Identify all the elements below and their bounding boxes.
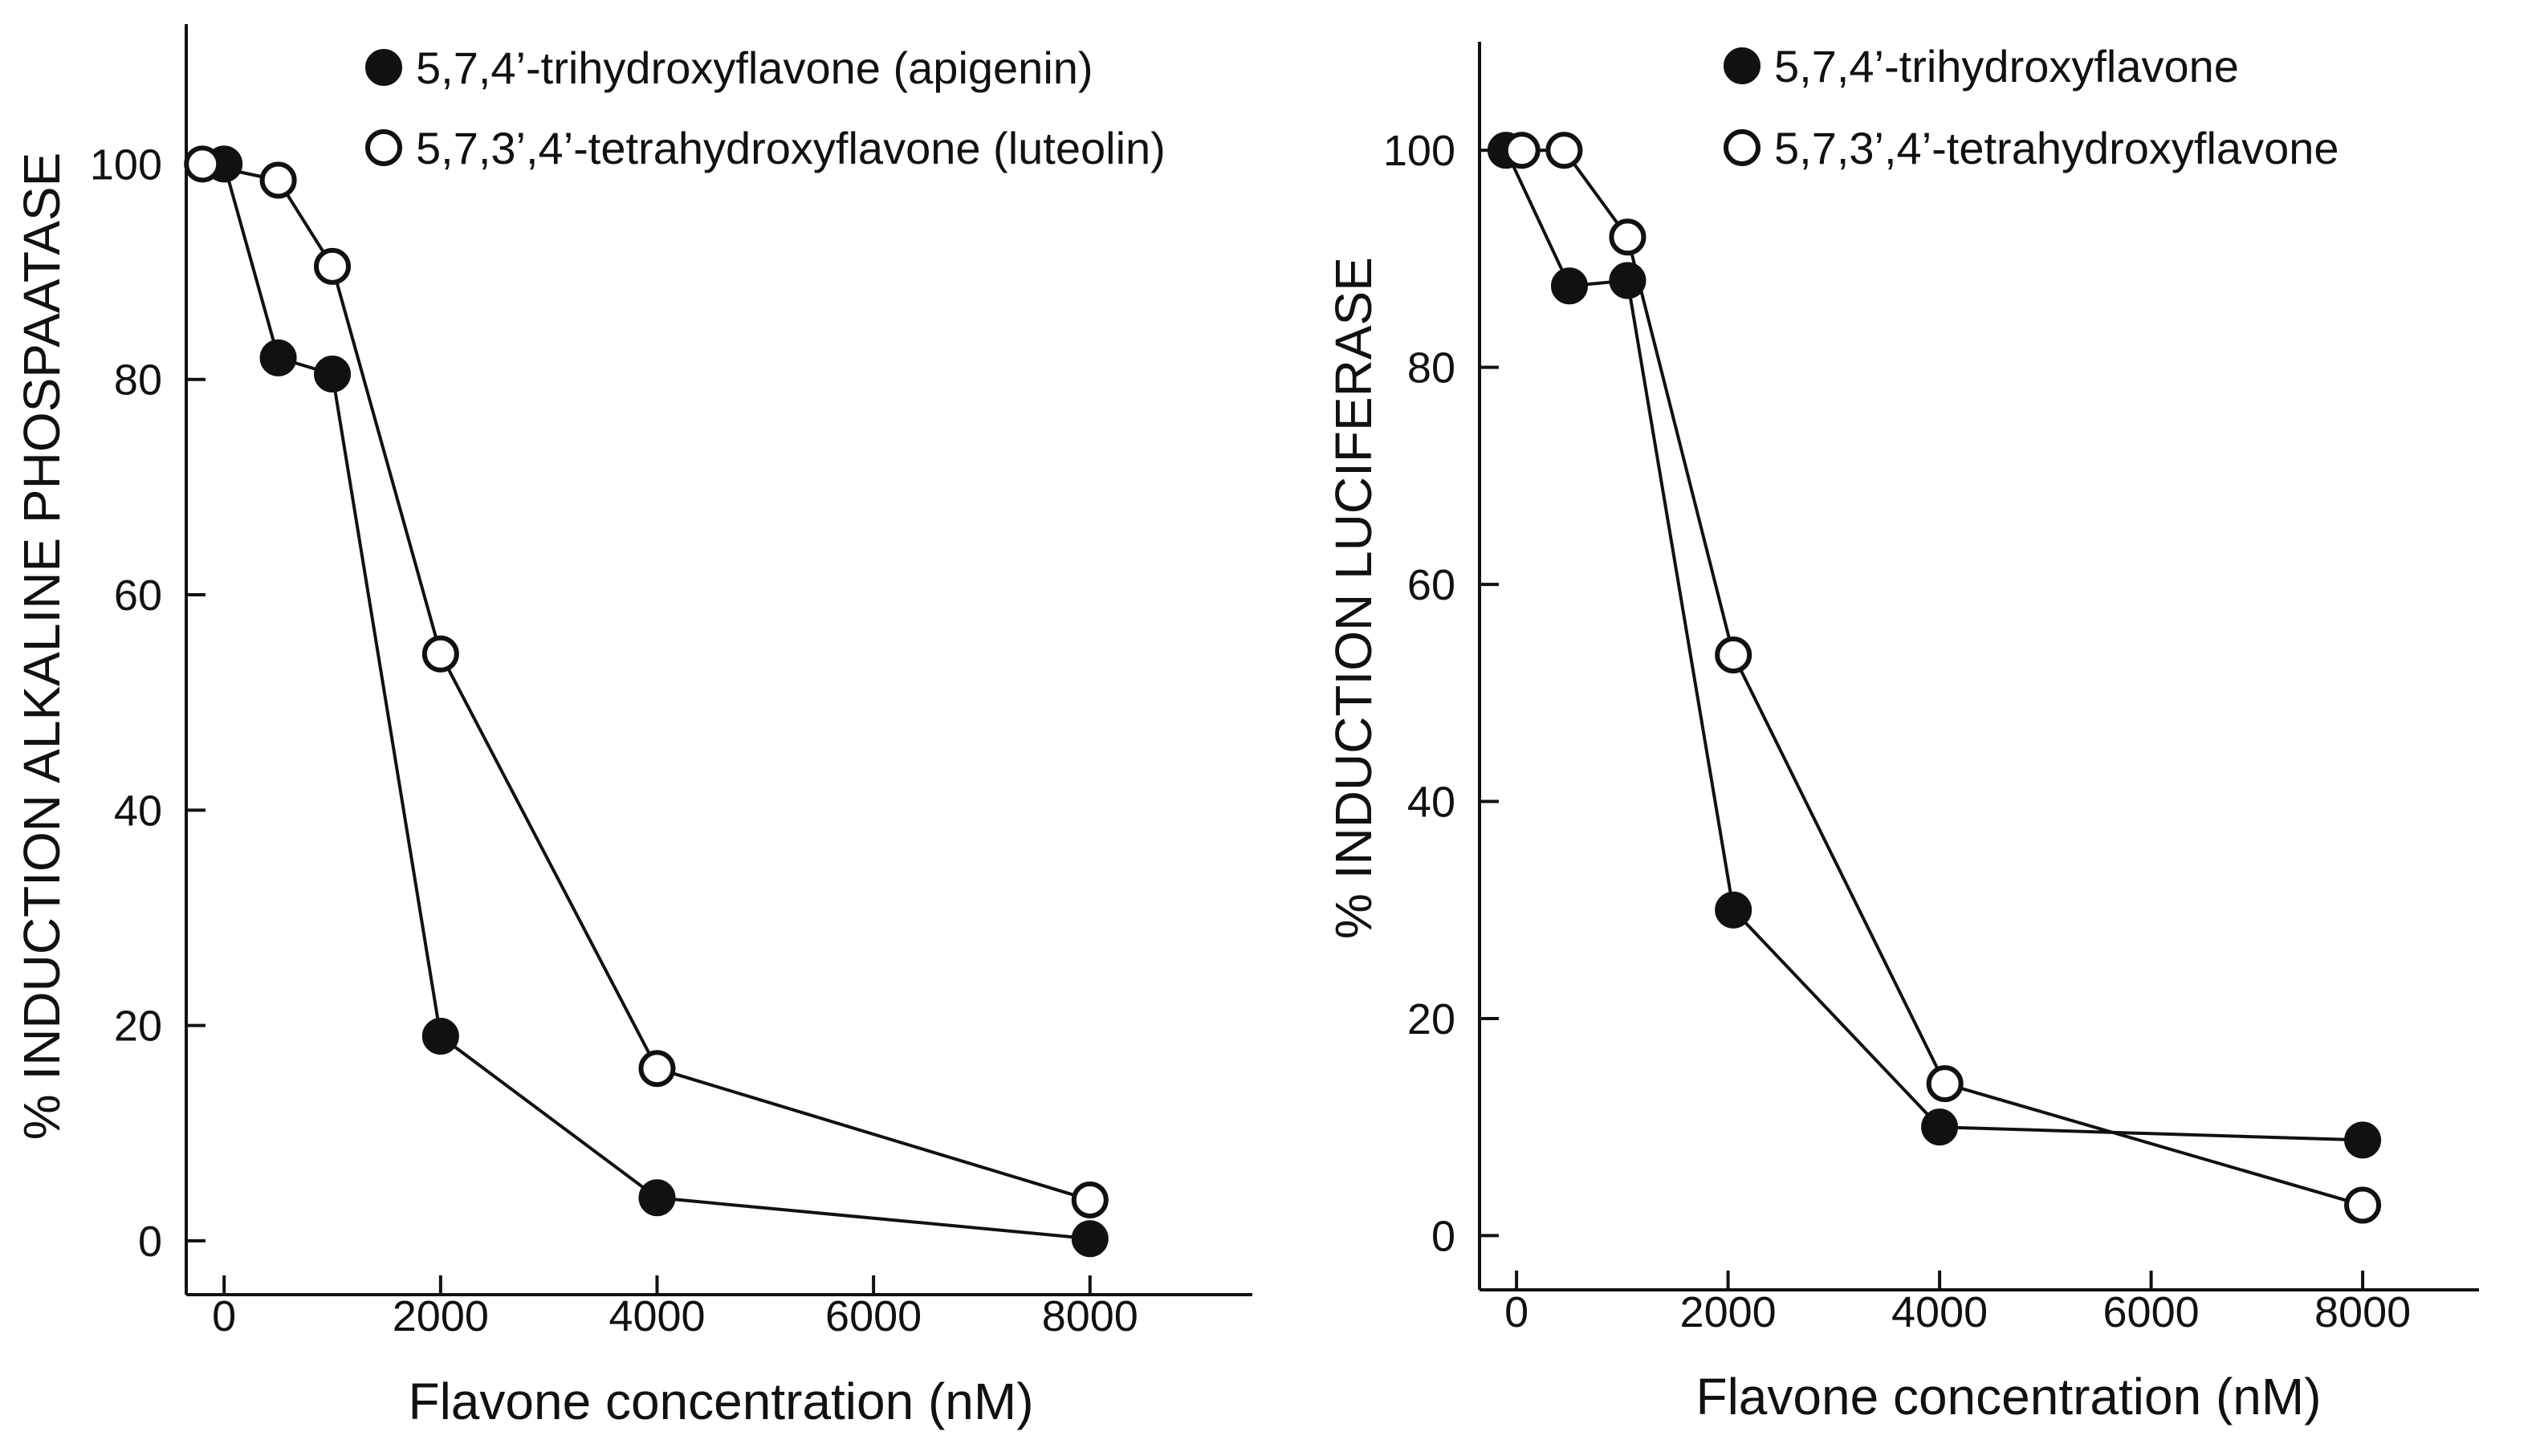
x-tick-label: 2000	[393, 1292, 489, 1340]
legend-marker-open	[1724, 129, 1760, 166]
data-point-filled	[1550, 267, 1588, 305]
y-tick-label: 20	[114, 1003, 162, 1051]
data-point-filled	[421, 1018, 459, 1055]
data-point-filled	[1921, 1108, 1959, 1146]
data-point-filled	[1071, 1220, 1109, 1258]
data-point-open	[1071, 1181, 1109, 1218]
x-axis-label: Flavone concentration (nM)	[1695, 1368, 2321, 1425]
y-tick-label: 60	[114, 571, 162, 620]
x-tick-label: 8000	[2314, 1288, 2411, 1336]
x-tick-label: 6000	[2103, 1288, 2200, 1336]
series-line-filled	[222, 163, 1090, 1241]
data-point-filled	[1609, 262, 1647, 299]
y-tick-label: 0	[138, 1218, 162, 1266]
y-axis-label: % INDUCTION ALKALINE PHOSPAATASE	[13, 153, 71, 1141]
luciferase-panel: % INDUCTION LUCIFERASE Flavone concentra…	[1325, 41, 2479, 1425]
y-tick-label: 20	[1407, 995, 1455, 1043]
y-tick-label: 40	[1407, 779, 1455, 827]
y-tick-label: 100	[90, 140, 162, 189]
legend-label: 5,7,3’,4’-tetrahydroxyflavone (luteolin)	[416, 123, 1166, 173]
x-tick-label: 8000	[1042, 1292, 1138, 1340]
legend-marker-filled	[1724, 47, 1760, 84]
x-tick-label: 0	[212, 1292, 236, 1340]
x-axis-label: Flavone concentration (nM)	[408, 1373, 1033, 1430]
y-tick-label: 0	[1431, 1212, 1455, 1260]
x-tick-label: 2000	[1680, 1288, 1777, 1336]
data-point-filled	[638, 1179, 676, 1217]
legend: 5,7,4’-trihydroxyflavone 5,7,3’,4’-tetrah…	[1724, 41, 2339, 173]
y-tick-label: 100	[1383, 127, 1455, 175]
data-point-open	[1926, 1065, 1964, 1103]
data-point-open	[184, 145, 222, 183]
y-tick-label: 40	[114, 787, 162, 835]
legend-marker-filled	[365, 49, 402, 86]
data-point-open	[1503, 132, 1541, 169]
data-point-open	[1545, 132, 1583, 169]
x-tick-label: 4000	[1891, 1288, 1988, 1336]
data-point-open	[259, 161, 297, 199]
data-point-filled	[2344, 1121, 2382, 1159]
y-axis-label: % INDUCTION LUCIFERASE	[1325, 257, 1382, 939]
data-point-open	[2344, 1186, 2382, 1224]
x-tick-label: 4000	[609, 1292, 705, 1340]
legend-label: 5,7,4’-trihydroxyflavone	[1774, 41, 2239, 92]
y-tick-label: 80	[114, 356, 162, 405]
data-point-filled	[1715, 891, 1752, 929]
legend-label: 5,7,3’,4’-tetrahydroxyflavone	[1774, 123, 2339, 173]
y-tick-label: 60	[1407, 561, 1455, 609]
data-point-open	[1609, 218, 1647, 256]
data-point-open	[421, 635, 459, 673]
y-tick-label: 80	[1407, 344, 1455, 392]
data-point-filled	[314, 355, 352, 392]
x-tick-label: 6000	[825, 1292, 922, 1340]
series-line-filled	[1504, 149, 2363, 1142]
data-point-open	[314, 247, 352, 285]
x-tick-label: 0	[1504, 1288, 1528, 1336]
legend-marker-open	[365, 129, 402, 166]
data-point-open	[1715, 636, 1752, 673]
legend: 5,7,4’-trihydroxyflavone (apigenin) 5,7,3…	[365, 43, 1166, 173]
data-point-open	[638, 1050, 676, 1088]
alkaline-phosphatase-panel: % INDUCTION ALKALINE PHOSPAATASE Flavone…	[13, 24, 1252, 1430]
data-point-filled	[259, 339, 297, 376]
legend-label: 5,7,4’-trihydroxyflavone (apigenin)	[416, 43, 1093, 93]
